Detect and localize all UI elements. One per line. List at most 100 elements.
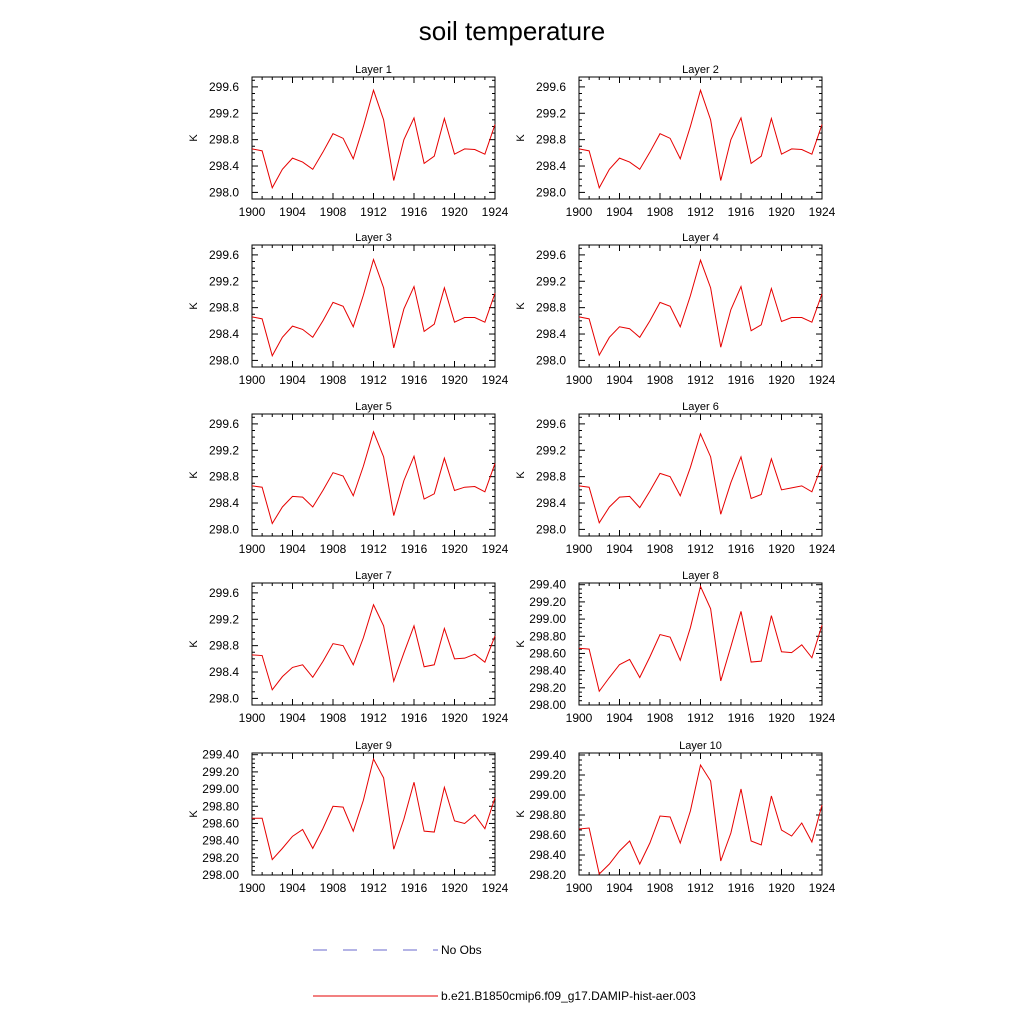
legend-label-model-run: b.e21.B1850cmip6.f09_g17.DAMIP-hist-aer.… xyxy=(441,989,696,1003)
y-tick-label: 298.8 xyxy=(209,639,239,653)
series-line xyxy=(578,88,823,190)
y-tick-label: 298.40 xyxy=(529,848,566,862)
x-tick-label: 1916 xyxy=(728,373,755,387)
x-tick-label: 1920 xyxy=(768,205,795,219)
y-tick-label: 299.2 xyxy=(209,106,239,120)
x-tick-label: 1904 xyxy=(606,205,633,219)
y-tick-label: 299.2 xyxy=(209,274,239,288)
y-tick-label: 298.40 xyxy=(529,664,566,678)
plot-frame xyxy=(251,244,496,368)
x-tick-label: 1924 xyxy=(809,711,836,725)
x-tick-label: 1924 xyxy=(482,542,509,556)
figure-title: soil temperature xyxy=(419,16,605,46)
x-tick-label: 1900 xyxy=(566,711,593,725)
x-tick-label: 1908 xyxy=(320,711,347,725)
y-tick-label: 298.8 xyxy=(536,133,566,147)
y-tick-label: 299.00 xyxy=(202,782,239,796)
y-tick-label: 298.0 xyxy=(536,353,566,367)
panel-title: Layer 5 xyxy=(355,401,392,413)
x-tick-label: 1900 xyxy=(566,205,593,219)
y-tick-label: 298.4 xyxy=(536,159,566,173)
x-tick-label: 1904 xyxy=(279,881,306,895)
y-tick-label: 298.0 xyxy=(209,522,239,536)
x-tick-label: 1912 xyxy=(687,711,714,725)
y-axis-label: K xyxy=(515,640,527,648)
x-tick-label: 1904 xyxy=(606,881,633,895)
x-tick-label: 1904 xyxy=(606,711,633,725)
x-tick-label: 1924 xyxy=(809,373,836,387)
x-tick-label: 1908 xyxy=(320,542,347,556)
panel-layer-5: Layer 5 K 1900 1904 1908 1912 1916 1920 1924 298.… xyxy=(188,401,509,556)
panel-layer-3: Layer 3 K 1900 1904 1908 1912 1916 1920 1924 298.… xyxy=(188,232,509,387)
x-tick-label: 1900 xyxy=(239,205,266,219)
panel-title: Layer 3 xyxy=(355,232,392,244)
y-axis-label: K xyxy=(515,302,527,310)
panel-title: Layer 10 xyxy=(679,740,722,752)
x-tick-label: 1908 xyxy=(647,881,674,895)
y-tick-label: 298.4 xyxy=(209,496,239,510)
y-axis-label: K xyxy=(515,810,527,818)
x-tick-label: 1908 xyxy=(647,542,674,556)
y-tick-label: 298.80 xyxy=(529,629,566,643)
panel-layer-10: Layer 10 K 1900 1904 1908 1912 1916 1920 1924 298… xyxy=(515,740,836,895)
x-tick-label: 1916 xyxy=(401,542,428,556)
y-axis-label: K xyxy=(515,134,527,142)
y-tick-label: 299.2 xyxy=(209,443,239,457)
series-line xyxy=(251,88,496,190)
y-tick-label: 299.20 xyxy=(529,595,566,609)
x-tick-label: 1904 xyxy=(279,373,306,387)
x-tick-label: 1920 xyxy=(441,542,468,556)
y-tick-label: 299.20 xyxy=(202,765,239,779)
y-tick-label: 298.8 xyxy=(209,470,239,484)
x-tick-label: 1924 xyxy=(809,205,836,219)
y-tick-label: 298.4 xyxy=(209,159,239,173)
panel-layer-9: Layer 9 K 1900 1904 1908 1912 1916 1920 1924 298.… xyxy=(188,740,509,895)
series-line xyxy=(251,603,496,691)
y-tick-label: 298.0 xyxy=(536,185,566,199)
x-tick-label: 1924 xyxy=(809,881,836,895)
panel-title: Layer 1 xyxy=(355,64,392,76)
x-tick-label: 1920 xyxy=(768,711,795,725)
series-line xyxy=(578,432,823,525)
y-tick-label: 298.0 xyxy=(209,185,239,199)
y-tick-label: 298.4 xyxy=(536,327,566,341)
x-tick-label: 1912 xyxy=(360,205,387,219)
legend: No Obs b.e21.B1850cmip6.f09_g17.DAMIP-hi… xyxy=(313,943,696,1003)
x-tick-label: 1904 xyxy=(279,205,306,219)
x-tick-label: 1924 xyxy=(482,373,509,387)
x-tick-label: 1916 xyxy=(401,205,428,219)
y-tick-label: 298.80 xyxy=(202,799,239,813)
plot-frame xyxy=(251,76,496,200)
y-tick-label: 299.6 xyxy=(209,417,239,431)
x-tick-label: 1916 xyxy=(728,205,755,219)
y-tick-label: 298.0 xyxy=(209,691,239,705)
y-tick-label: 298.40 xyxy=(202,834,239,848)
y-tick-label: 298.4 xyxy=(209,327,239,341)
panel-layer-6: Layer 6 K 1900 1904 1908 1912 1916 1920 1924 298.… xyxy=(515,401,836,556)
x-tick-label: 1920 xyxy=(441,881,468,895)
y-tick-label: 298.00 xyxy=(202,868,239,882)
x-tick-label: 1912 xyxy=(360,542,387,556)
panel-title: Layer 4 xyxy=(682,232,719,244)
y-tick-label: 298.8 xyxy=(536,301,566,315)
y-tick-label: 298.00 xyxy=(529,698,566,712)
x-tick-label: 1920 xyxy=(441,711,468,725)
y-axis-label: K xyxy=(188,810,200,818)
x-tick-label: 1916 xyxy=(401,881,428,895)
x-tick-label: 1900 xyxy=(239,373,266,387)
y-axis-label: K xyxy=(188,640,200,648)
x-tick-label: 1912 xyxy=(687,205,714,219)
y-axis-label: K xyxy=(515,471,527,479)
x-tick-label: 1920 xyxy=(768,881,795,895)
y-tick-label: 298.8 xyxy=(209,133,239,147)
y-tick-label: 299.6 xyxy=(536,248,566,262)
y-tick-label: 298.4 xyxy=(536,496,566,510)
x-tick-label: 1900 xyxy=(566,373,593,387)
series-line xyxy=(578,258,823,357)
y-tick-label: 299.6 xyxy=(209,248,239,262)
x-tick-label: 1916 xyxy=(728,881,755,895)
x-tick-label: 1912 xyxy=(687,542,714,556)
y-axis-label: K xyxy=(188,302,200,310)
x-tick-label: 1920 xyxy=(768,373,795,387)
